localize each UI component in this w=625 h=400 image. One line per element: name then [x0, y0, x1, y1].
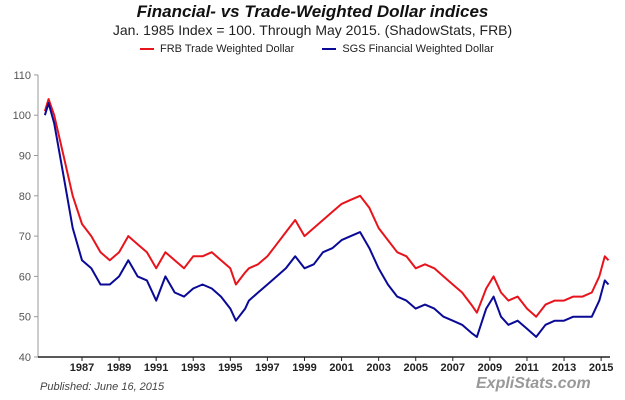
x-tick-label: 1989	[107, 362, 131, 374]
series-line-sgs	[43, 102, 610, 338]
x-tick-label: 1993	[181, 362, 205, 374]
y-tick-label: 110	[13, 70, 31, 82]
legend-item-frb: FRB Trade Weighted Dollar	[140, 43, 294, 55]
x-tick-label: 2007	[441, 362, 465, 374]
published-date: Published: June 16, 2015	[40, 381, 165, 393]
chart-subtitle: Jan. 1985 Index = 100. Through May 2015.…	[112, 22, 513, 38]
legend-swatch-sgs	[322, 48, 337, 51]
x-tick-label: 1991	[144, 362, 168, 374]
x-tick-label: 1987	[70, 362, 94, 374]
legend-item-sgs: SGS Financial Weighted Dollar	[322, 43, 494, 55]
x-tick-label: 2013	[552, 362, 576, 374]
x-tick-label: 1997	[255, 362, 279, 374]
y-tick-label: 80	[19, 191, 31, 203]
y-tick-label: 70	[19, 231, 31, 243]
y-tick-label: 40	[19, 352, 31, 364]
chart-title: Financial- vs Trade-Weighted Dollar indi…	[136, 2, 489, 21]
legend-swatch-frb	[140, 48, 154, 51]
x-tick-label: 2001	[329, 362, 353, 374]
legend-label-frb: FRB Trade Weighted Dollar	[160, 43, 295, 55]
series-line-frb	[43, 98, 610, 318]
x-tick-label: 1999	[292, 362, 316, 374]
legend-label-sgs: SGS Financial Weighted Dollar	[342, 43, 494, 55]
x-tick-label: 2009	[478, 362, 502, 374]
y-tick-label: 50	[19, 312, 31, 324]
legend: FRB Trade Weighted Dollar SGS Financial …	[140, 43, 494, 55]
x-tick-label: 2015	[589, 362, 613, 374]
x-tick-label: 2011	[515, 362, 539, 374]
y-tick-label: 100	[13, 110, 31, 122]
x-tick-label: 2003	[366, 362, 390, 374]
y-tick-label: 60	[19, 271, 31, 283]
x-tick-label: 2005	[403, 362, 427, 374]
x-tick-label: 1995	[218, 362, 242, 374]
brand-watermark: ExpliStats.com	[476, 375, 591, 392]
y-tick-label: 90	[19, 151, 31, 163]
